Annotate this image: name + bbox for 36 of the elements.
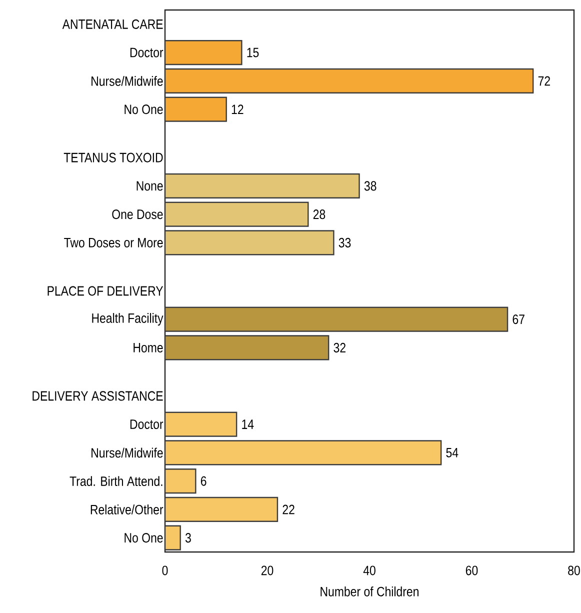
x-tick-label: 60 [466, 566, 478, 576]
data-label: 54 [446, 448, 458, 458]
y-tick-label: One Dose [112, 210, 163, 220]
y-tick-label: PLACE OF DELIVERY [48, 286, 164, 296]
data-label: 33 [338, 238, 351, 248]
data-label: 6 [200, 476, 206, 486]
data-label: 67 [512, 314, 524, 324]
y-tick-label: Nurse/Midwife [92, 448, 163, 458]
data-label: 12 [232, 104, 244, 114]
data-label: 72 [538, 76, 550, 86]
y-tick-label: None [136, 181, 163, 191]
x-axis-title: Number of Children [320, 586, 418, 596]
y-tick-label: Relative/Other [90, 504, 164, 514]
y-tick-label: Nurse/Midwife [92, 76, 163, 86]
y-tick-label: Two Doses or More [64, 238, 163, 248]
y-tick-label: Trad. Birth Attend. [70, 476, 162, 486]
x-tick-label: 40 [363, 566, 376, 576]
x-tick-label: 80 [568, 566, 580, 576]
y-tick-label: DELIVERY ASSISTANCE [32, 391, 163, 401]
y-tick-label: Doctor [130, 48, 164, 58]
y-tick-label: Doctor [130, 420, 164, 430]
data-label: 3 [185, 533, 191, 543]
y-tick-label: No One [124, 533, 163, 543]
x-tick-label: 20 [261, 566, 274, 576]
x-tick-label: 0 [162, 566, 168, 576]
data-label: 14 [242, 420, 254, 429]
y-tick-label: Health Facility [92, 313, 164, 326]
y-tick-label: No One [124, 104, 163, 114]
data-label: 38 [364, 181, 376, 191]
data-label: 32 [334, 342, 346, 352]
data-label: 15 [247, 48, 259, 58]
y-tick-label: Home [134, 342, 163, 352]
y-tick-label: TETANUS TOXOID [64, 152, 163, 162]
data-label: 28 [313, 210, 326, 220]
y-tick-label: ANTENATAL CARE [62, 19, 163, 29]
data-label: 22 [282, 504, 294, 514]
